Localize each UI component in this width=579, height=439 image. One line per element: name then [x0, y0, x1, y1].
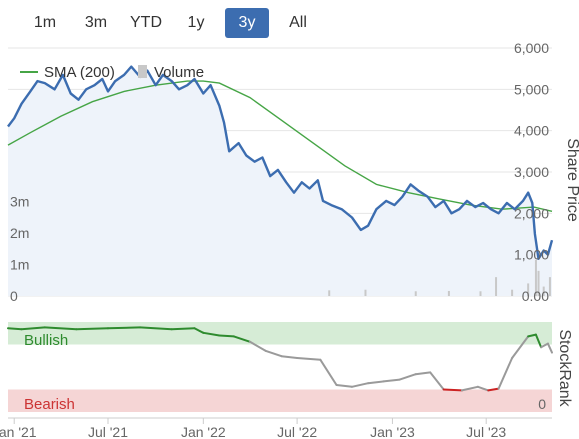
- stockrank-segment: [382, 378, 401, 383]
- stockrank-segment: [296, 357, 322, 361]
- bullish-band: [8, 322, 552, 345]
- stockrank-segment: [540, 342, 549, 349]
- stockrank-panel: Bullish Bearish 0 StockRank: [7, 322, 573, 413]
- x-tick-label: Jul '21: [88, 424, 128, 439]
- legend: SMA (200) Volume: [20, 64, 204, 81]
- stockrank-segment: [527, 333, 537, 338]
- stockrank-segment: [139, 326, 173, 331]
- bearish-label: Bearish: [24, 396, 75, 413]
- range-button-all[interactable]: All: [289, 14, 307, 31]
- price-y-tick: 2,000: [514, 205, 549, 221]
- price-line: [7, 65, 554, 260]
- price-panel: 6,000 5,000 4,000 3,000 2,000 1,000 0.00 3m 2m 1…: [7, 40, 579, 304]
- stockrank-segment: [511, 335, 530, 359]
- volume-bar: [511, 289, 514, 296]
- volume-y-tick: 2m: [10, 225, 29, 241]
- stockrank-segment: [280, 355, 299, 359]
- stockrank-segment: [367, 380, 385, 385]
- range-selector: 1m 3m YTD 1y 3y All: [0, 0, 579, 40]
- volume-bar: [527, 283, 530, 296]
- stockrank-segment: [249, 340, 267, 352]
- stockrank-segment: [107, 326, 142, 330]
- volume-y-tick: 0: [10, 288, 18, 304]
- stockrank-segment: [319, 358, 338, 386]
- stockrank-segment: [429, 371, 445, 391]
- stockrank-segment: [487, 387, 500, 392]
- price-y-tick: 4,000: [514, 123, 549, 139]
- stockrank-segment: [497, 357, 514, 390]
- price-y-tick: 5,000: [514, 81, 549, 97]
- bearish-band: [8, 389, 552, 412]
- stockrank-segment: [546, 342, 553, 354]
- volume-bar: [537, 270, 540, 296]
- volume-y-tick: 3m: [10, 194, 29, 210]
- volume-bar: [542, 286, 545, 296]
- stockrank-segment: [476, 385, 490, 392]
- stockrank-segment: [218, 334, 235, 338]
- legend-sma-label[interactable]: SMA (200): [44, 64, 115, 81]
- x-axis: Jan '21 Jul '21 Jan '22 Jul '22 Jan '23 Jul '…: [0, 417, 552, 439]
- x-tick-label: Jan '21: [0, 424, 37, 439]
- volume-bar: [534, 259, 537, 296]
- x-tick-label: Jul '23: [466, 424, 506, 439]
- volume-bar: [479, 291, 482, 296]
- volume-bar: [414, 291, 417, 296]
- stockrank-segment: [534, 333, 543, 349]
- range-button-3y[interactable]: 3y: [225, 8, 269, 38]
- legend-volume-swatch: [138, 65, 147, 78]
- stockrank-segment: [7, 327, 23, 331]
- range-button-1m[interactable]: 1m: [33, 14, 57, 31]
- price-y-tick: 3,000: [514, 164, 549, 180]
- volume-bar: [328, 290, 331, 296]
- stockrank-segment: [414, 371, 432, 376]
- stockrank-segment: [264, 349, 283, 358]
- volume-bar: [495, 277, 498, 296]
- range-button-3m[interactable]: 3m: [84, 14, 108, 31]
- bullish-label: Bullish: [24, 332, 68, 349]
- volume-bar: [447, 290, 450, 296]
- stockrank-segment: [398, 373, 417, 381]
- stockrank-segment: [202, 331, 221, 337]
- volume-y-tick: 1m: [10, 257, 29, 273]
- x-tick-label: Jul '22: [277, 424, 317, 439]
- x-tick-label: Jan '23: [370, 424, 415, 439]
- price-y-tick: 1,000: [514, 247, 549, 263]
- stockrank-segment: [442, 388, 463, 392]
- stockrank-segment: [232, 335, 251, 343]
- volume-bar: [548, 277, 551, 296]
- stockrank-line: [7, 326, 553, 392]
- price-y-axis: 6,000 5,000 4,000 3,000 2,000 1,000 0.00: [514, 40, 549, 304]
- price-axis-title: Share Price: [564, 138, 579, 222]
- x-tick-label: Jan '22: [181, 424, 226, 439]
- volume-y-axis: 3m 2m 1m 0: [10, 194, 29, 304]
- stockrank-segment: [170, 327, 196, 331]
- price-y-tick: 0.00: [522, 288, 549, 304]
- range-button-ytd[interactable]: YTD: [130, 14, 162, 31]
- stockrank-segment: [351, 382, 370, 388]
- stockrank-axis-title: StockRank: [556, 329, 573, 407]
- price-area-fill: [8, 66, 552, 296]
- legend-volume-label[interactable]: Volume: [154, 64, 204, 81]
- range-button-1y[interactable]: 1y: [187, 14, 205, 31]
- stockrank-segment: [43, 326, 78, 331]
- stockrank-segment: [335, 384, 353, 388]
- stockrank-segment: [460, 385, 479, 392]
- stockrank-segment: [75, 327, 109, 331]
- price-y-tick: 6,000: [514, 40, 549, 56]
- stockrank-segment: [20, 326, 46, 331]
- volume-bar: [364, 289, 367, 296]
- rank-y-tick-0: 0: [538, 396, 546, 412]
- volume-bars: [328, 259, 551, 296]
